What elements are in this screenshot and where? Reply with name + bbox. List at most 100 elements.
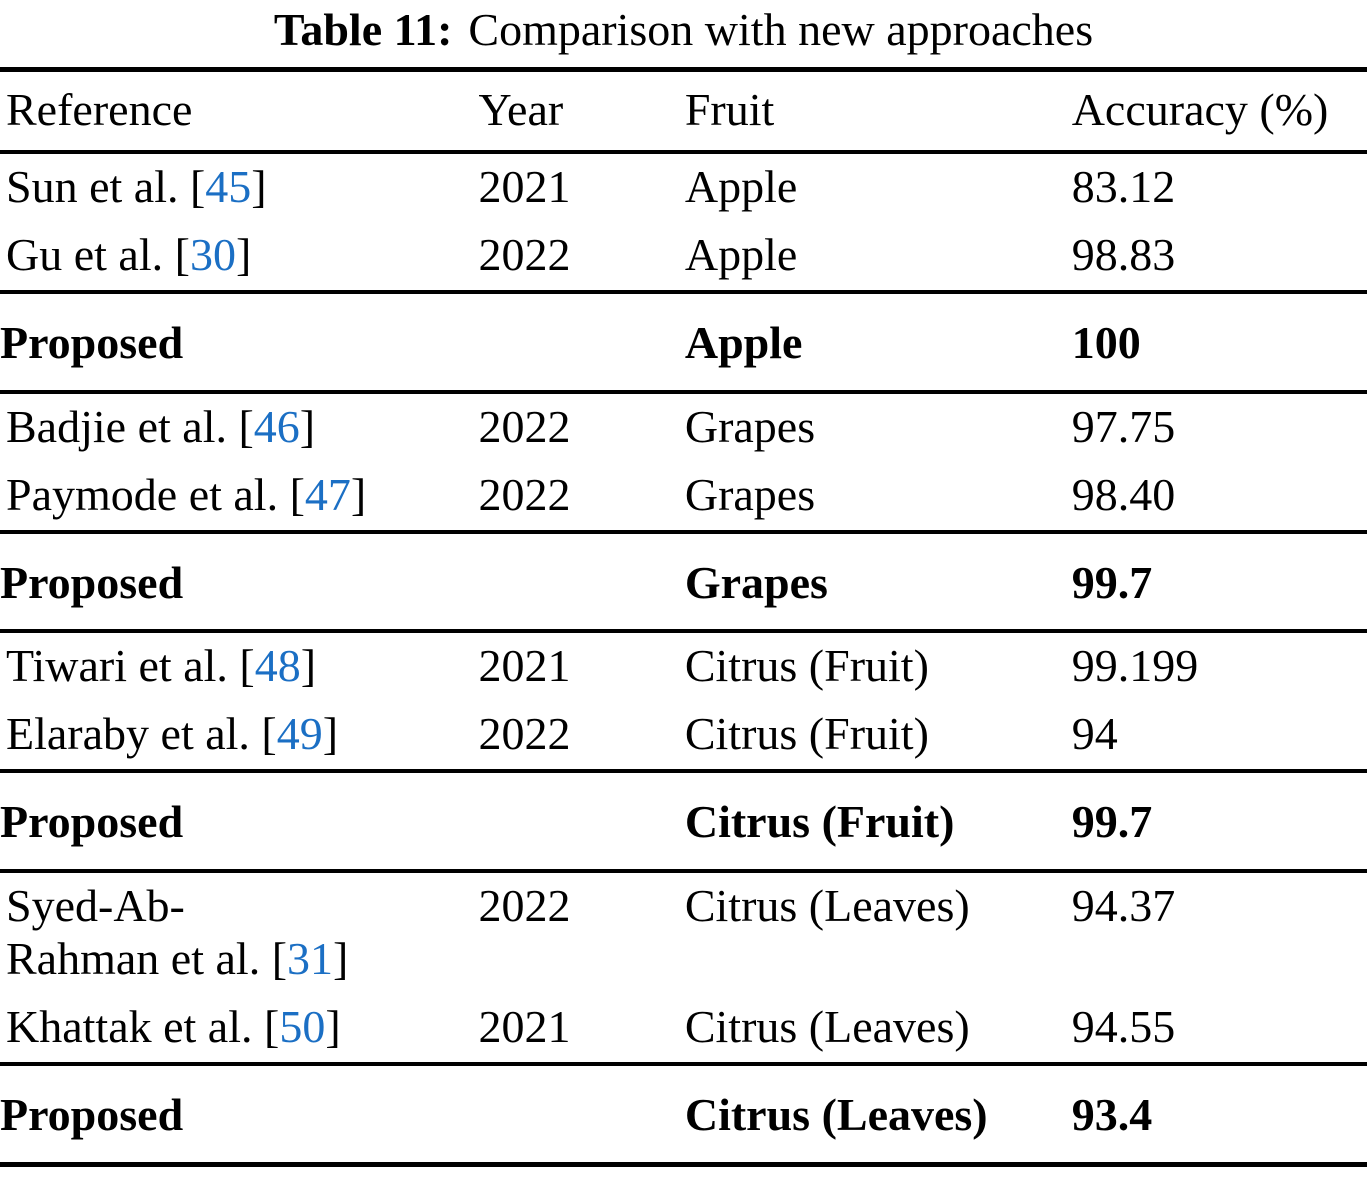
reference-text: Elaraby et al. [ (6, 708, 277, 760)
reference-cell: Proposed (0, 1064, 478, 1164)
accuracy-cell: 99.199 (1071, 640, 1199, 692)
reference-bracket-close: ] (300, 640, 317, 692)
table-caption-label: Table 11: (273, 4, 453, 55)
reference-text: Gu et al. [ (6, 228, 190, 280)
reference-cell: Gu et al. [30] (0, 222, 478, 292)
fruit-cell: Apple (684, 161, 798, 213)
reference-bracket-close: ] (350, 468, 367, 520)
reference-cell: Proposed (0, 532, 478, 632)
accuracy-cell: 99.7 (1071, 796, 1153, 848)
fruit-cell: Citrus (Fruit) (684, 708, 929, 760)
citation-link[interactable]: 47 (304, 468, 351, 520)
reference-cell: Syed-Ab- Rahman et al. [31] (0, 871, 478, 994)
citation-link[interactable]: 30 (189, 228, 236, 280)
fruit-cell: Grapes (684, 556, 828, 608)
header-year: Year (478, 84, 564, 136)
citation-link[interactable]: 46 (253, 400, 300, 452)
table-row: Proposed Grapes 99.7 (0, 532, 1367, 632)
fruit-cell: Citrus (Leaves) (684, 880, 970, 932)
table-row: Khattak et al. [50] 2021 Citrus (Leaves) 94… (0, 994, 1367, 1064)
accuracy-cell: 94.55 (1071, 1000, 1176, 1052)
reference-cell: Proposed (0, 292, 478, 392)
year-cell: 2021 (478, 1000, 571, 1052)
year-cell: 2021 (478, 640, 571, 692)
table-group-5: Proposed Citrus (Fruit) 99.7 (0, 771, 1367, 871)
reference-text: Paymode et al. [ (6, 468, 305, 520)
reference-text: Khattak et al. [ (6, 1000, 280, 1052)
table-row: Tiwari et al. [48] 2021 Citrus (Fruit) 99.1… (0, 631, 1367, 701)
reference-bracket-close: ] (299, 400, 316, 452)
year-cell (478, 771, 684, 871)
reference-text: Proposed (0, 316, 184, 368)
year-cell: 2022 (478, 708, 571, 760)
table-row: Sun et al. [45] 2021 Apple 83.12 (0, 152, 1367, 222)
reference-bracket-close: ] (251, 161, 267, 213)
comparison-table: Reference Year Fruit Accuracy (%) Sun et… (0, 67, 1367, 1167)
accuracy-cell: 93.4 (1071, 1088, 1153, 1140)
reference-text: Tiwari et al. [ (6, 640, 255, 692)
fruit-cell: Apple (684, 316, 803, 368)
year-cell: 2022 (478, 880, 571, 932)
header-fruit: Fruit (684, 84, 775, 136)
accuracy-cell: 98.83 (1071, 228, 1176, 280)
reference-cell: Proposed (0, 771, 478, 871)
citation-link[interactable]: 45 (205, 161, 252, 213)
table-caption-text: Comparison with new approaches (468, 4, 1094, 55)
reference-cell: Tiwari et al. [48] (0, 631, 478, 701)
reference-text: Sun et al. [ (6, 161, 206, 213)
fruit-cell: Citrus (Leaves) (684, 1088, 988, 1140)
reference-text: Proposed (0, 556, 184, 608)
table-group-6: Syed-Ab- Rahman et al. [31] 2022 Citrus (L… (0, 871, 1367, 1064)
table-header: Reference Year Fruit Accuracy (%) (0, 70, 1367, 153)
table-row: Proposed Citrus (Leaves) 93.4 (0, 1064, 1367, 1164)
header-reference: Reference (6, 84, 193, 136)
fruit-cell: Grapes (684, 468, 816, 520)
citation-link[interactable]: 48 (254, 640, 301, 692)
table-group-3: Proposed Grapes 99.7 (0, 531, 1367, 632)
accuracy-cell: 94 (1071, 708, 1118, 760)
reference-cell: Badjie et al. [46] (0, 392, 478, 462)
year-cell: 2022 (478, 468, 571, 520)
table-group-1: Proposed Apple 100 (0, 291, 1367, 392)
reference-bracket-close: ] (333, 932, 349, 984)
accuracy-cell: 98.40 (1071, 468, 1176, 520)
accuracy-cell: 99.7 (1071, 556, 1153, 608)
reference-text: Proposed (0, 1088, 184, 1140)
table-group-4: Tiwari et al. [48] 2021 Citrus (Fruit) 99.1… (0, 631, 1367, 771)
table-row: Badjie et al. [46] 2022 Grapes 97.75 (0, 392, 1367, 462)
reference-cell: Khattak et al. [50] (0, 994, 478, 1064)
table-group-2: Badjie et al. [46] 2022 Grapes 97.75 Paymode… (0, 391, 1367, 532)
accuracy-cell: 97.75 (1071, 400, 1176, 452)
citation-link[interactable]: 50 (279, 1000, 326, 1052)
accuracy-cell: 94.37 (1071, 880, 1176, 932)
table-row: Elaraby et al. [49] 2022 Citrus (Fruit) 94 (0, 701, 1367, 771)
reference-bracket-close: ] (322, 708, 339, 760)
year-cell (478, 532, 684, 632)
reference-text: Syed-Ab- Rahman et al. [ (6, 880, 288, 984)
reference-text: Badjie et al. [ (6, 400, 254, 452)
table-group-7: Proposed Citrus (Leaves) 93.4 (0, 1063, 1367, 1164)
reference-cell: Elaraby et al. [49] (0, 701, 478, 771)
year-cell: 2022 (478, 400, 571, 452)
accuracy-cell: 83.12 (1071, 161, 1176, 213)
table-row: Gu et al. [30] 2022 Apple 98.83 (0, 222, 1367, 292)
fruit-cell: Citrus (Leaves) (684, 1000, 970, 1052)
year-cell (478, 1064, 684, 1164)
year-cell: 2021 (478, 161, 571, 213)
reference-bracket-close: ] (235, 228, 252, 280)
reference-cell: Sun et al. [45] (0, 152, 478, 222)
citation-link[interactable]: 49 (276, 708, 323, 760)
table-row: Proposed Citrus (Fruit) 99.7 (0, 771, 1367, 871)
fruit-cell: Citrus (Fruit) (684, 796, 955, 848)
table-caption: Table 11: Comparison with new approaches (0, 2, 1367, 57)
header-row: Reference Year Fruit Accuracy (%) (0, 70, 1367, 152)
accuracy-cell: 100 (1071, 316, 1141, 368)
table-row: Syed-Ab- Rahman et al. [31] 2022 Citrus (L… (0, 871, 1367, 994)
fruit-cell: Citrus (Fruit) (684, 640, 929, 692)
year-cell: 2022 (478, 228, 571, 280)
year-cell (478, 292, 684, 392)
header-accuracy: Accuracy (%) (1071, 84, 1329, 136)
fruit-cell: Apple (684, 228, 798, 280)
reference-bracket-close: ] (325, 1000, 341, 1052)
citation-link[interactable]: 31 (287, 932, 334, 984)
